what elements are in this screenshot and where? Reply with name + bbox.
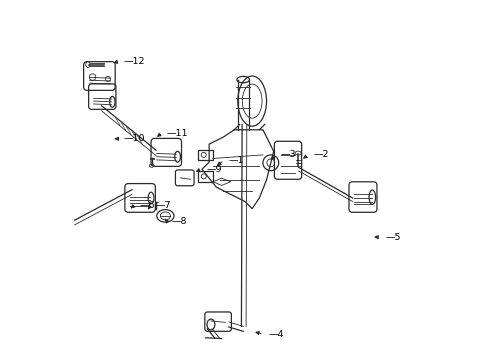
Text: —8: —8	[172, 217, 187, 226]
Text: —7: —7	[155, 201, 171, 210]
Text: —4: —4	[269, 330, 284, 339]
Text: —1: —1	[229, 156, 245, 165]
Text: —12: —12	[123, 57, 145, 66]
Text: —6: —6	[139, 201, 155, 210]
Text: —10: —10	[123, 134, 145, 143]
Text: —5: —5	[386, 233, 401, 242]
Text: —9: —9	[206, 165, 222, 174]
Text: —3: —3	[281, 150, 296, 159]
Text: —11: —11	[166, 129, 188, 138]
Text: —2: —2	[313, 150, 329, 159]
